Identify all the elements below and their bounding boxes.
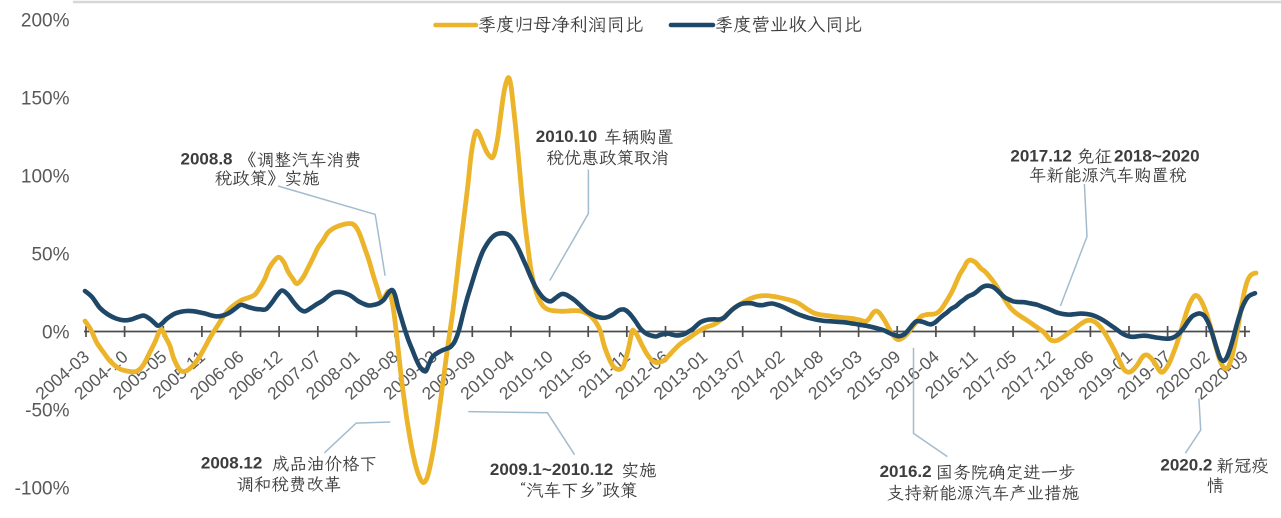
svg-text:2020.2: 2020.2 (1160, 456, 1212, 475)
svg-text:0%: 0% (42, 322, 70, 343)
svg-text:50%: 50% (31, 244, 69, 265)
svg-text:-100%: -100% (15, 478, 70, 499)
svg-text:-50%: -50% (25, 400, 69, 421)
svg-text:2018~2020: 2018~2020 (1114, 146, 1200, 165)
svg-text:100%: 100% (21, 166, 70, 187)
svg-text:2016.2: 2016.2 (880, 462, 932, 481)
svg-text:200%: 200% (21, 10, 70, 31)
svg-text:2010.10: 2010.10 (536, 127, 597, 146)
svg-text:2008.8: 2008.8 (181, 150, 233, 169)
svg-text:2017.12: 2017.12 (1010, 146, 1071, 165)
svg-text:2008.12: 2008.12 (201, 454, 262, 473)
svg-text:150%: 150% (21, 88, 70, 109)
svg-text:2009.1~2010.12: 2009.1~2010.12 (490, 460, 613, 479)
